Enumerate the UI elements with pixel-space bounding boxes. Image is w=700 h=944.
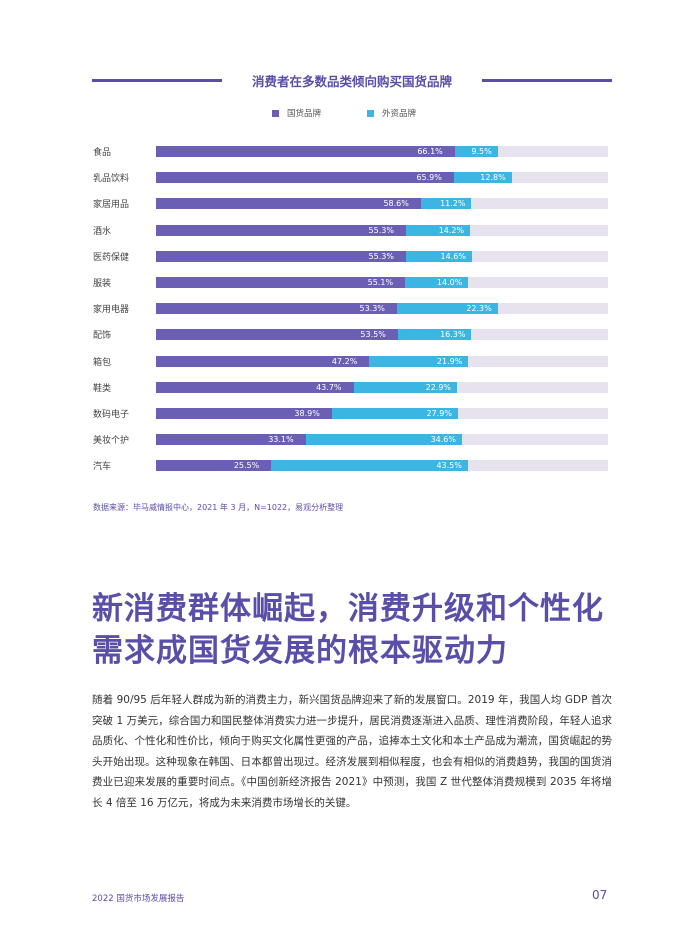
bar-label-domestic: 53.5%	[360, 330, 386, 340]
category-label: 鞋类	[93, 383, 112, 394]
bar-foreign	[405, 224, 471, 236]
bar-domestic	[156, 329, 398, 341]
bar-label-domestic: 25.5%	[233, 461, 260, 471]
section-headline: 新消费群体崛起，消费升级和个性化 需求成国货发展的根本驱动力	[92, 588, 604, 672]
bar-label-foreign: 22.3%	[466, 304, 492, 314]
bar-foreign	[453, 172, 512, 184]
bar-label-foreign: 43.5%	[436, 461, 462, 471]
legend-swatch-domestic	[272, 109, 279, 117]
bar-label-domestic: 55.3%	[368, 251, 394, 261]
bar-label-domestic: 43.7%	[316, 382, 342, 392]
bar-label-domestic: 55.3%	[368, 225, 394, 235]
bar-foreign	[420, 198, 472, 210]
legend-label-domestic: 国货品牌	[287, 109, 322, 119]
bar-label-foreign: 14.6%	[440, 251, 466, 261]
bar-label-domestic: 58.6%	[383, 199, 409, 209]
title-rule-left	[92, 79, 222, 82]
bar-label-foreign: 11.2%	[440, 199, 466, 209]
bar-foreign	[405, 250, 472, 262]
bar-domestic	[156, 172, 454, 184]
chart-title: 消费者在多数品类倾向购买国货品牌	[251, 74, 452, 89]
category-label: 数码电子	[93, 410, 130, 420]
bar-domestic	[156, 355, 370, 367]
category-label: 汽车	[93, 462, 112, 473]
bar-label-domestic: 53.3%	[359, 304, 385, 314]
bar-label-domestic: 55.1%	[367, 278, 394, 287]
bar-foreign	[305, 434, 462, 446]
bar-foreign	[405, 277, 469, 288]
bar-foreign	[331, 408, 458, 419]
bar-domestic	[156, 434, 306, 446]
bar-label-foreign: 34.6%	[430, 435, 456, 445]
bar-domestic	[156, 303, 397, 315]
bar-label-foreign: 16.3%	[440, 330, 466, 340]
bar-foreign	[353, 381, 458, 393]
bar-label-domestic: 65.9%	[416, 173, 442, 183]
footer-report-title: 2022 国货市场发展报告	[92, 894, 185, 904]
category-label: 家居用品	[93, 200, 130, 211]
data-source-note: 数据来源：毕马威情报中心，2021 年 3 月，N=1022，易观分析整理	[93, 503, 344, 512]
bar-label-foreign: 22.9%	[425, 382, 452, 392]
bar-label-foreign: 14.2%	[438, 225, 465, 235]
bar-domestic	[156, 146, 455, 157]
bar-label-foreign: 21.9%	[436, 356, 463, 366]
bar-foreign	[454, 146, 498, 157]
chart-legend: 国货品牌 外资品牌	[0, 107, 700, 121]
category-label: 箱包	[93, 357, 112, 368]
bar-label-domestic: 47.2%	[331, 356, 358, 366]
bar-domestic	[156, 381, 354, 393]
legend-item-foreign: 外资品牌	[367, 107, 416, 119]
bar-label-domestic: 33.1%	[268, 435, 294, 445]
bar-domestic	[156, 250, 406, 262]
category-label: 医药保健	[93, 252, 130, 263]
category-label: 家用电器	[93, 305, 130, 316]
bar-label-foreign: 14.0%	[436, 278, 463, 287]
legend-swatch-foreign	[367, 109, 374, 117]
bar-label-foreign: 12.8%	[480, 173, 506, 183]
bar-domestic	[156, 408, 332, 419]
bar-domestic	[156, 277, 406, 288]
bar-foreign	[271, 460, 468, 472]
chart-title-row: 消费者在多数品类倾向购买国货品牌	[92, 70, 612, 90]
category-label: 配饰	[93, 331, 112, 342]
bar-domestic	[156, 460, 272, 472]
category-label: 酒水	[93, 226, 112, 237]
category-label: 美妆个护	[93, 436, 130, 447]
body-paragraph: 随着 90/95 后年轻人群成为新的消费主力，新兴国货品牌迎来了新的发展窗口。2…	[92, 694, 612, 809]
bar-label-foreign: 27.9%	[426, 409, 452, 418]
bar-foreign	[369, 355, 469, 367]
bar-foreign	[397, 329, 472, 341]
page-number: 07	[592, 888, 608, 902]
category-label: 服装	[93, 279, 112, 289]
category-label: 乳品饮料	[93, 174, 130, 185]
headline-line-2: 需求成国货发展的根本驱动力	[92, 633, 508, 669]
headline-line-1: 新消费群体崛起，消费升级和个性化	[92, 591, 604, 627]
legend-item-domestic: 国货品牌	[272, 107, 321, 119]
bar-label-domestic: 38.9%	[294, 409, 320, 418]
bar-label-domestic: 66.1%	[417, 147, 443, 156]
bar-label-foreign: 9.5%	[471, 147, 492, 156]
bar-foreign	[396, 303, 498, 315]
legend-label-foreign: 外资品牌	[382, 109, 417, 119]
bar-domestic	[156, 198, 421, 210]
category-label: 食品	[93, 148, 112, 158]
bar-domestic	[156, 224, 406, 236]
title-rule-right	[482, 79, 612, 82]
